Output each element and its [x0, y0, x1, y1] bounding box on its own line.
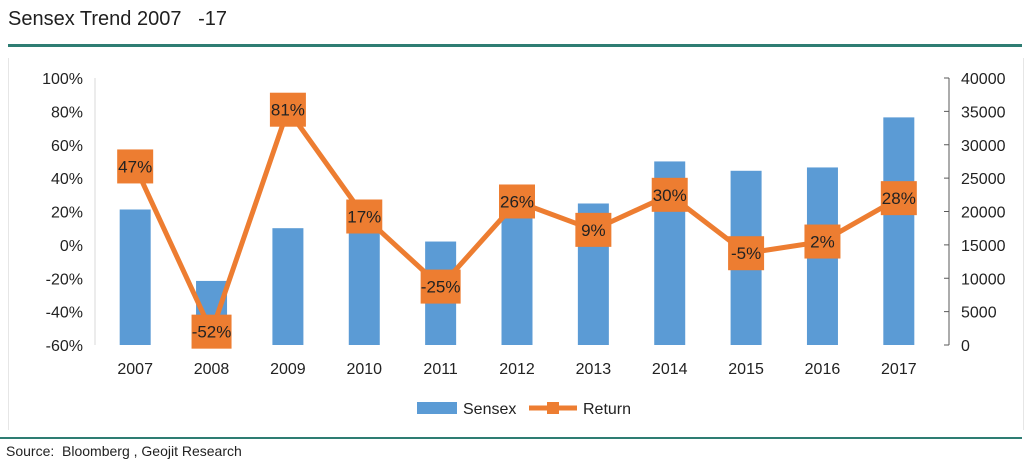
left-tick-label: -40%: [46, 305, 83, 322]
return-label-2012: 26%: [500, 192, 534, 211]
bar-2017: [883, 117, 915, 345]
source-note: Source: Bloomberg , Geojit Research: [6, 443, 242, 459]
right-tick-label: 15000: [961, 238, 1006, 255]
x-tick-label: 2013: [576, 361, 612, 378]
return-marker-2015: [728, 236, 765, 271]
legend: Sensex Return: [417, 401, 631, 418]
right-tick-label: 10000: [961, 271, 1006, 288]
left-tick-label: -20%: [46, 271, 83, 288]
chart-svg: 47% -52% 81% 17% -25% 26% 9% 30% -5% 2% 28% -60% -4…: [42, 71, 1006, 418]
left-tick-label: 100%: [42, 71, 83, 88]
x-tick-label: 2007: [117, 361, 153, 378]
return-marker-2013: [575, 212, 612, 247]
return-label-2009: 81%: [271, 101, 305, 120]
x-tick-label: 2009: [270, 361, 306, 378]
return-marker-2007: [117, 149, 154, 184]
x-tick-label: 2008: [194, 361, 230, 378]
x-tick-label: 2014: [652, 361, 688, 378]
legend-swatch-sensex: [417, 402, 457, 414]
left-tick-label: 20%: [51, 205, 83, 222]
return-label-2014: 30%: [653, 186, 687, 205]
x-tick-label: 2017: [881, 361, 917, 378]
title-rule: [8, 44, 1022, 47]
footer-rule: [0, 437, 1022, 439]
x-tick-label: 2016: [805, 361, 841, 378]
return-marker-2009: [269, 92, 306, 127]
return-marker-2016: [804, 224, 841, 259]
return-marker-2017: [880, 181, 917, 216]
bar-2007: [119, 209, 151, 345]
left-tick-label: -60%: [46, 338, 83, 355]
left-tick-label: 80%: [51, 104, 83, 121]
right-tick-label: 40000: [961, 71, 1006, 88]
x-tick-label: 2011: [423, 361, 458, 378]
legend-label-sensex: Sensex: [463, 401, 516, 418]
return-label-2013: 9%: [581, 221, 606, 240]
left-tick-label: 40%: [51, 171, 83, 188]
bars-group: [119, 117, 915, 345]
return-label-2007: 47%: [118, 157, 152, 176]
return-label-2016: 2%: [810, 233, 835, 252]
legend-label-return: Return: [583, 401, 631, 418]
x-tick-label: 2010: [346, 361, 382, 378]
return-marker-2008: [191, 314, 232, 349]
right-tick-label: 0: [961, 338, 970, 355]
right-tick-label: 30000: [961, 138, 1006, 155]
return-marker-2011: [420, 269, 461, 304]
return-marker-2010: [346, 199, 383, 234]
chart-panel: 47% -52% 81% 17% -25% 26% 9% 30% -5% 2% 28% -60% -4…: [8, 58, 1024, 430]
legend-marker-return: [547, 402, 559, 414]
return-marker-2014: [651, 177, 688, 212]
return-label-2011: -25%: [421, 278, 461, 297]
left-tick-label: 60%: [51, 138, 83, 155]
data-labels-group: 47% -52% 81% 17% -25% 26% 9% 30% -5% 2% 28%: [117, 92, 917, 349]
right-tick-label: 5000: [961, 305, 997, 322]
return-label-2008: -52%: [192, 323, 232, 342]
bar-2009: [272, 228, 304, 345]
right-tick-label: 35000: [961, 104, 1006, 121]
return-label-2010: 17%: [347, 208, 381, 227]
chart-title: Sensex Trend 2007 -17: [8, 8, 228, 30]
x-tick-label: 2012: [499, 361, 535, 378]
right-tick-label: 20000: [961, 205, 1006, 222]
right-tick-label: 25000: [961, 171, 1006, 188]
x-tick-label: 2015: [728, 361, 764, 378]
axes-group: -60% -40% -20% 0% 20% 40% 60% 80% 100% 0 5000 10000…: [42, 71, 1006, 378]
return-label-2015: -5%: [731, 244, 761, 263]
left-tick-label: 0%: [60, 238, 83, 255]
return-marker-2012: [499, 184, 535, 219]
return-label-2017: 28%: [882, 189, 916, 208]
bar-2012: [501, 215, 533, 345]
